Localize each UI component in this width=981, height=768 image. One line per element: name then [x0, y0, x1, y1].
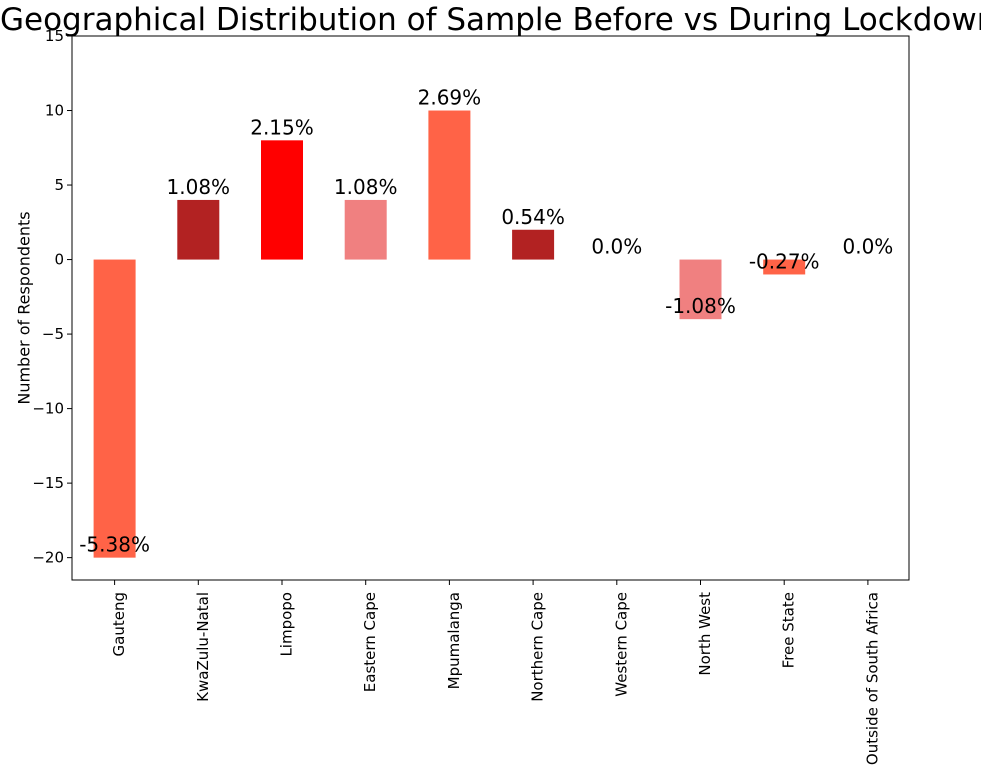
x-tick-label-4: Mpumalanga — [445, 592, 463, 689]
bar-0 — [93, 259, 136, 558]
data-label-4: 2.69% — [418, 86, 482, 110]
y-tick-label-4: 0 — [54, 251, 64, 269]
x-tick-label-6: Western Cape — [612, 592, 630, 697]
x-axis: Gauteng KwaZulu-Natal Limpopo Eastern Cape M… — [110, 580, 881, 765]
data-label-1: 1.08% — [167, 175, 231, 199]
y-axis: −20 −15 −10 −5 0 5 10 15 — [32, 27, 72, 567]
data-label-2: 2.15% — [250, 115, 314, 139]
bar-3 — [344, 199, 387, 260]
y-tick-label-5: 5 — [54, 176, 64, 194]
data-label-5: 0.54% — [501, 205, 565, 229]
bar-4 — [428, 110, 471, 260]
x-tick-label-0: Gauteng — [110, 592, 128, 656]
y-tick-label-1: −15 — [32, 474, 64, 492]
x-tick-label-2: Limpopo — [278, 592, 296, 657]
chart-title: Geographical Distribution of Sample Befo… — [0, 2, 981, 38]
x-tick-label-7: North West — [696, 592, 714, 676]
data-label-3: 1.08% — [334, 175, 398, 199]
x-tick-label-5: Northern Cape — [529, 592, 547, 702]
y-axis-label: Number of Respondents — [15, 211, 34, 404]
y-tick-label-6: 10 — [45, 102, 64, 120]
bar-7 — [679, 259, 722, 320]
y-tick-label-2: −10 — [32, 400, 64, 418]
x-tick-label-8: Free State — [780, 592, 798, 668]
bar-5 — [512, 229, 555, 260]
data-label-0: -5.38% — [79, 533, 150, 557]
data-label-8: -0.27% — [749, 249, 820, 273]
y-tick-label-3: −5 — [42, 325, 64, 343]
data-label-6: 0.0% — [591, 235, 642, 259]
bars-layer — [93, 110, 806, 558]
bar-2 — [261, 140, 303, 260]
data-label-7: -1.08% — [665, 294, 736, 318]
x-tick-label-3: Eastern Cape — [361, 592, 379, 692]
y-tick-label-0: −20 — [32, 549, 64, 567]
bar-8 — [763, 259, 806, 275]
data-labels-layer: -5.38% 1.08% 2.15% 1.08% 2.69% 0.54% 0.0% -1.08… — [79, 86, 893, 557]
x-tick-label-1: KwaZulu-Natal — [194, 592, 212, 702]
x-tick-label-9: Outside of South Africa — [863, 592, 881, 765]
bar-1 — [177, 199, 220, 260]
y-tick-label-7: 15 — [45, 27, 64, 45]
plot-frame — [71, 35, 910, 581]
data-label-9: 0.0% — [842, 235, 893, 259]
